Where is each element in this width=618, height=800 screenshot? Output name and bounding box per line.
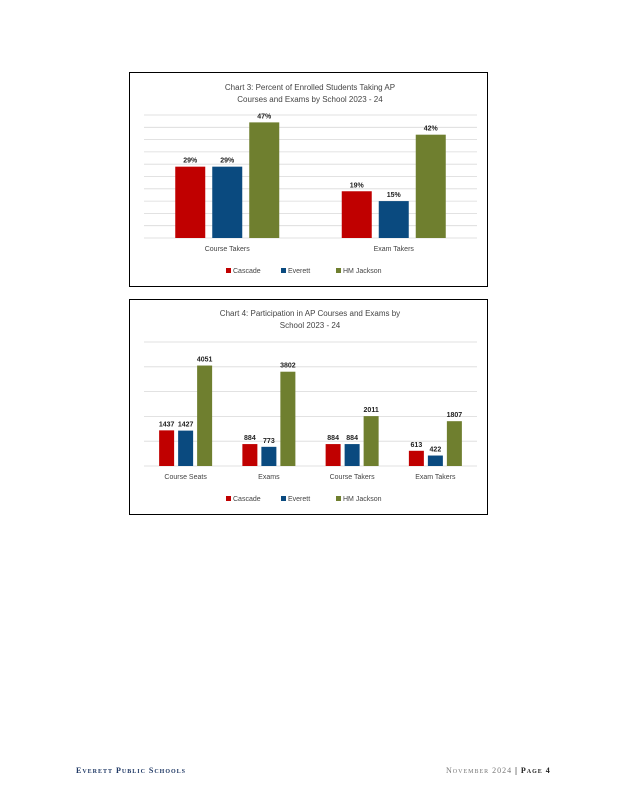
legend-swatch-cascade bbox=[226, 268, 231, 273]
data-label: 1427 bbox=[178, 422, 194, 429]
chart-title-line-2: School 2023 - 24 bbox=[280, 321, 341, 330]
bar-everett bbox=[427, 455, 443, 466]
bar-cascade bbox=[408, 450, 424, 466]
data-label: 42% bbox=[424, 126, 439, 133]
data-label: 773 bbox=[263, 438, 275, 445]
bar-everett bbox=[178, 430, 194, 466]
bar-cascade bbox=[175, 166, 206, 238]
data-label: 19% bbox=[350, 182, 365, 189]
legend-swatch-everett bbox=[281, 496, 286, 501]
chart-title-line-1: Chart 3: Percent of Enrolled Students Ta… bbox=[225, 83, 395, 92]
footer-page-info: November 2024 | Page 4 bbox=[446, 766, 551, 775]
chart-3: Chart 3: Percent of Enrolled Students Ta… bbox=[144, 83, 477, 275]
bar-cascade bbox=[159, 430, 175, 466]
category-label: Exam Takers bbox=[415, 474, 456, 481]
chart-4: Chart 4: Participation in AP Courses and… bbox=[144, 309, 477, 503]
bar-jackson bbox=[249, 122, 280, 238]
legend-swatch-jackson bbox=[336, 268, 341, 273]
data-label: 1807 bbox=[447, 412, 463, 419]
legend-label: HM Jackson bbox=[343, 496, 382, 503]
legend-label: Cascade bbox=[233, 496, 261, 503]
bar-jackson bbox=[446, 421, 462, 466]
data-label: 884 bbox=[346, 435, 358, 442]
legend-label: Everett bbox=[288, 268, 310, 275]
legend-swatch-cascade bbox=[226, 496, 231, 501]
bar-jackson bbox=[197, 365, 213, 466]
legend-swatch-jackson bbox=[336, 496, 341, 501]
data-label: 3802 bbox=[280, 363, 296, 370]
data-label: 15% bbox=[387, 192, 402, 199]
chart-3-box: Chart 3: Percent of Enrolled Students Ta… bbox=[129, 72, 488, 287]
chart-title-line-1: Chart 4: Participation in AP Courses and… bbox=[220, 309, 400, 318]
bar-everett bbox=[212, 166, 243, 238]
legend-label: Everett bbox=[288, 496, 310, 503]
data-label: 1437 bbox=[159, 421, 175, 428]
bar-jackson bbox=[363, 416, 379, 466]
data-label: 613 bbox=[411, 442, 423, 449]
category-label: Course Takers bbox=[205, 246, 251, 253]
data-label: 4051 bbox=[197, 357, 213, 364]
chart-4-box: Chart 4: Participation in AP Courses and… bbox=[129, 299, 488, 515]
data-label: 422 bbox=[430, 447, 442, 454]
footer-district: Everett Public Schools bbox=[76, 766, 187, 775]
data-label: 29% bbox=[220, 158, 235, 165]
bar-everett bbox=[261, 446, 277, 466]
category-label: Course Takers bbox=[330, 474, 376, 481]
legend-swatch-everett bbox=[281, 268, 286, 273]
bar-jackson bbox=[415, 134, 446, 238]
data-label: 884 bbox=[327, 435, 339, 442]
legend-label: HM Jackson bbox=[343, 268, 382, 275]
bar-cascade bbox=[325, 444, 341, 466]
chart-title-line-2: Courses and Exams by School 2023 - 24 bbox=[237, 95, 383, 104]
legend-label: Cascade bbox=[233, 268, 261, 275]
category-label: Exams bbox=[258, 474, 280, 481]
footer-date: November 2024 bbox=[446, 766, 513, 775]
category-label: Exam Takers bbox=[374, 246, 415, 253]
bar-cascade bbox=[341, 191, 372, 238]
category-label: Course Seats bbox=[164, 474, 207, 481]
data-label: 2011 bbox=[364, 407, 379, 414]
footer-page-number: | Page 4 bbox=[515, 766, 551, 775]
bar-jackson bbox=[280, 371, 296, 466]
data-label: 47% bbox=[257, 113, 272, 120]
bar-everett bbox=[344, 444, 360, 466]
data-label: 29% bbox=[183, 158, 198, 165]
bar-cascade bbox=[242, 444, 258, 466]
bar-everett bbox=[378, 201, 409, 238]
data-label: 884 bbox=[244, 435, 256, 442]
